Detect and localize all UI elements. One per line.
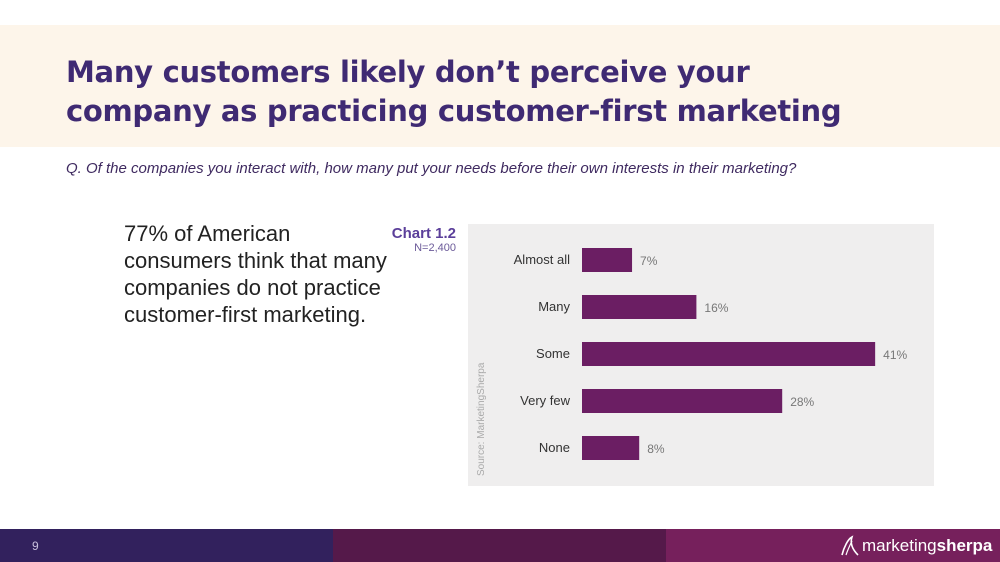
category-label: Some [536,346,570,361]
sherpa-mountain-icon [841,535,859,556]
chart-number: Chart 1.2 [391,225,456,242]
chart-label: Chart 1.2 N=2,400 [370,225,456,254]
bar-almost-all [582,248,633,272]
title-line-2: company as practicing customer-first mar… [66,94,842,128]
value-label: 7% [640,254,658,268]
bar-many [582,295,697,319]
survey-question: Q. Of the companies you interact with, h… [66,160,797,177]
footer-bar [0,529,1000,562]
title-line-1: Many customers likely don’t perceive you… [66,55,750,89]
footer-segment-1 [0,529,333,562]
value-label: 16% [704,301,728,315]
title-band [0,25,1000,147]
bar-some [582,342,876,366]
bar-none [582,436,640,460]
sample-size: N=2,400 [414,242,456,254]
page-number: 9 [32,539,39,553]
bar-chart: Almost all 7% Many 16% Some 41% Very few 28% Non… [514,248,907,460]
value-label: 41% [883,348,907,362]
category-label: Many [538,299,570,314]
value-label: 28% [790,395,814,409]
value-label: 8% [647,442,665,456]
brand-logo: marketing sherpa [840,535,992,557]
category-label: Very few [520,393,570,408]
bar-very-few [582,389,783,413]
footer-segment-2 [333,529,666,562]
key-finding-callout: 77% of American consumers think that man… [124,221,387,327]
brand-text-sherpa: sherpa [936,536,993,555]
category-label: None [539,440,570,455]
category-label: Almost all [514,252,570,267]
brand-text-marketing: marketing [862,536,937,555]
page-title: Many customers likely don’t perceive you… [66,53,966,131]
footer-segment-3 [666,529,1000,562]
